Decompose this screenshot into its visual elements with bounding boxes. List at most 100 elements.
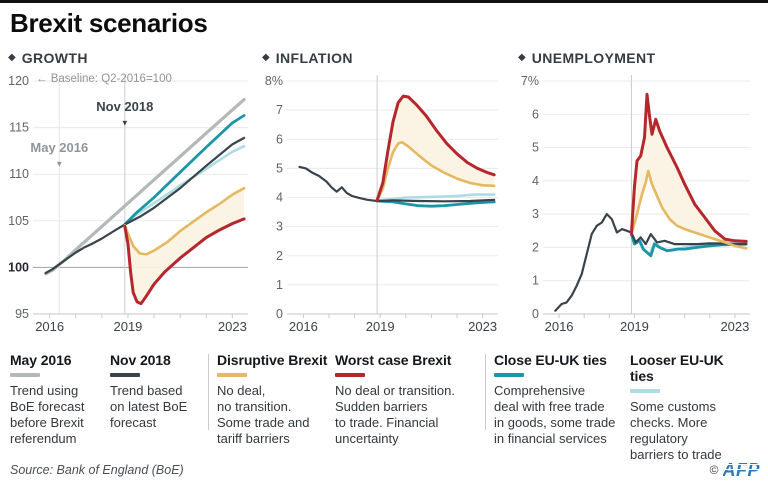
y-tick-label: 7 [276, 103, 283, 117]
x-tick-label: 2016 [35, 319, 64, 334]
credit: © AFP [710, 460, 760, 481]
diamond-bullet-icon: ◆ [262, 52, 270, 63]
y-tick-label: 1 [532, 274, 539, 288]
chart-panel-growth: ◆ GROWTH ← Baseline: Q2-2016=100 2016 2019 20… [8, 50, 256, 340]
series-line-looser [375, 193, 496, 202]
series-line-close [375, 199, 496, 208]
afp-logo: AFP [722, 459, 760, 480]
x-tick-label: 2023 [218, 319, 247, 334]
top-black-bar [0, 0, 768, 3]
series-line-worst [123, 217, 246, 306]
y-tick-label: 3 [276, 220, 283, 234]
x-tick-label: 2019 [366, 319, 395, 334]
legend-item-title: May 2016 [10, 352, 72, 368]
y-tick-label: 2 [276, 249, 283, 263]
x-tick-label: 2023 [720, 319, 749, 334]
panel-header: ◆ UNEMPLOYMENT [518, 50, 758, 66]
y-tick-label: 3 [532, 207, 539, 221]
legend-item-description: Some customs checks. More regulatory bar… [630, 399, 722, 463]
y-tick-label: 6 [532, 107, 539, 121]
legend-item-description: Trend based on latest BoE forecast [110, 383, 188, 431]
legend-item-looser-eu-uk-ties: Looser EU-UK ties Some customs checks. Mo… [630, 352, 748, 463]
legend-item-title: Close EU-UK ties [494, 352, 607, 368]
y-tick-label: 115 [9, 121, 29, 135]
x-tick-label: 2019 [113, 319, 142, 334]
y-tick-label: 0 [532, 307, 539, 321]
inflation-chart: 2016 2019 2023 0 1 2 3 4 5 6 7 8% [265, 74, 498, 334]
legend-color-swatch [630, 389, 660, 393]
series-line-nov2018 [554, 213, 748, 312]
legend-color-swatch [110, 373, 140, 377]
legend-item-description: Comprehensive deal with free trade in go… [494, 383, 616, 447]
y-tick-label: 7% [521, 74, 539, 88]
panel-title: GROWTH [21, 50, 88, 66]
baseline-note: ← Baseline: Q2-2016=100 [36, 73, 172, 85]
x-tick-label: 2016 [289, 319, 318, 334]
series-line-looser [123, 144, 246, 226]
scenario-range-fill [124, 188, 245, 304]
growth-chart: 2016 2019 2023 95 100 105 110 115 120 Nov 2018 ▼ Ma… [8, 74, 248, 334]
y-tick-label: 105 [8, 214, 29, 228]
y-tick-label: 8% [265, 74, 283, 88]
series-line-disruptive [375, 140, 496, 202]
chart-panel-inflation: ◆ INFLATION 2016 2019 2023 0 1 2 3 4 5 6 7 8% [262, 50, 506, 340]
y-tick-label: 1 [276, 278, 283, 292]
series-line-worst [629, 92, 748, 243]
legend-divider [208, 354, 209, 430]
x-tick-label: 2023 [468, 319, 497, 334]
y-tick-label: 6 [276, 132, 283, 146]
x-tick-label: 2019 [620, 319, 649, 334]
footer: Source: Bank of England (BoE) © AFP [10, 458, 760, 482]
legend-color-swatch [335, 373, 365, 377]
unemployment-chart: 2016 2019 2023 0 1 2 3 4 5 6 7% [521, 74, 750, 334]
copyright-symbol: © [709, 463, 719, 477]
source-note: Source: Bank of England (BoE) [10, 463, 184, 477]
series-line-nov2018 [298, 165, 496, 203]
y-tick-label: 2 [532, 240, 539, 254]
panel-title: INFLATION [275, 50, 353, 66]
legend-color-swatch [494, 373, 524, 377]
annotation-label: May 2016 [30, 140, 88, 155]
legend-item-worst-case-brexit: Worst case Brexit No deal or transition. … [335, 352, 483, 447]
series-line-close [123, 114, 246, 226]
panel-title: UNEMPLOYMENT [531, 50, 656, 66]
annotation-arrow-down-icon: ▼ [55, 160, 63, 169]
legend-color-swatch [10, 373, 40, 377]
legend-item-may-2016: May 2016 Trend using BoE forecast before … [10, 352, 110, 447]
y-tick-label: 110 [9, 167, 29, 181]
legend: May 2016 Trend using BoE forecast before … [10, 352, 762, 463]
y-tick-label: 100 [8, 260, 29, 274]
legend-color-swatch [217, 373, 247, 377]
legend-item-description: No deal, no transition. Some trade and t… [217, 383, 310, 447]
legend-item-title: Nov 2018 [110, 352, 171, 368]
legend-item-title: Disruptive Brexit [217, 352, 328, 368]
panel-header: ◆ GROWTH [8, 50, 256, 66]
legend-divider [485, 354, 486, 430]
series-line-may2016 [44, 98, 246, 276]
legend-item-title: Worst case Brexit [335, 352, 452, 368]
diamond-bullet-icon: ◆ [518, 52, 526, 63]
annotation-arrow-down-icon: ▼ [121, 119, 129, 128]
legend-item-disruptive-brexit: Disruptive Brexit No deal, no transition.… [217, 352, 335, 447]
annotation-label: Nov 2018 [96, 99, 153, 114]
charts-row: ◆ GROWTH ← Baseline: Q2-2016=100 2016 2019 20… [0, 50, 768, 342]
legend-item-nov-2018: Nov 2018 Trend based on latest BoE foreca… [110, 352, 206, 431]
legend-item-description: No deal or transition. Sudden barriers t… [335, 383, 455, 447]
y-tick-label: 120 [8, 74, 29, 88]
page-title: Brexit scenarios [10, 8, 208, 38]
series-line-close [630, 232, 748, 258]
legend-item-close-eu-uk-ties: Close EU-UK ties Comprehensive deal with … [494, 352, 630, 447]
series-line-disruptive [630, 169, 748, 250]
panel-header: ◆ INFLATION [262, 50, 506, 66]
y-tick-label: 5 [532, 141, 539, 155]
y-tick-label: 0 [276, 307, 283, 321]
y-tick-label: 95 [15, 307, 29, 321]
series-line-nov2018 [44, 136, 246, 275]
x-tick-label: 2016 [545, 319, 574, 334]
y-tick-label: 4 [276, 191, 283, 205]
series-line-disruptive [123, 186, 246, 256]
legend-item-title: Looser EU-UK ties [630, 352, 724, 384]
y-tick-label: 4 [532, 174, 539, 188]
chart-panel-unemployment: ◆ UNEMPLOYMENT 2016 2019 2023 0 1 2 3 4 5 6 7% [518, 50, 758, 340]
